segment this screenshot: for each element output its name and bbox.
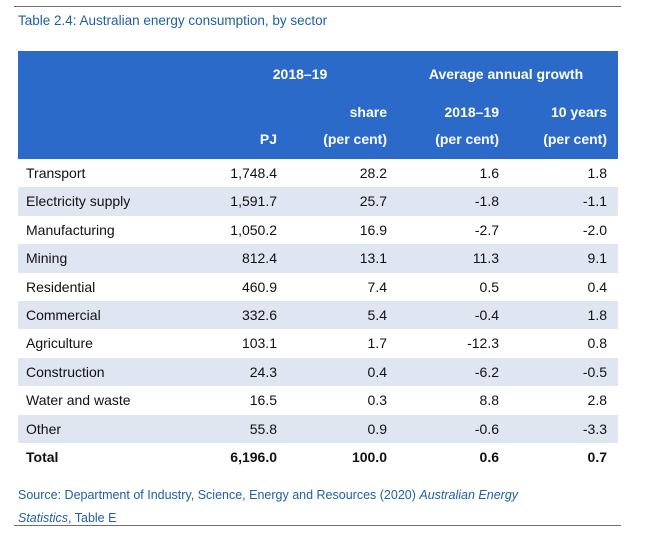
cell-g1: -1.8 [474, 193, 499, 210]
table-row: Manufacturing 1,050.2 16.9 -2.7 -2.0 [18, 216, 618, 244]
header-share: share [349, 104, 387, 120]
row-label: Manufacturing [26, 221, 115, 238]
header-growth-10-years: 10 years [550, 104, 607, 120]
cell-g10: 2.8 [587, 392, 607, 409]
row-label: Residential [26, 278, 96, 295]
row-label: Other [26, 420, 62, 437]
source-suffix: , Table E [68, 511, 117, 525]
cell-pj: 6,196.0 [230, 449, 277, 465]
cell-g1: -0.6 [474, 420, 499, 437]
cell-g10: 1.8 [587, 165, 607, 181]
table-row: Agriculture 103.1 1.7 -12.3 0.8 [18, 329, 618, 357]
row-label: Construction [26, 363, 105, 380]
cell-share: 1.7 [367, 335, 387, 352]
source-prefix: Source: Department of Industry, Science,… [18, 488, 420, 502]
cell-g1: 11.3 [472, 250, 499, 267]
table-row: Mining 812.4 13.1 11.3 9.1 [18, 244, 618, 273]
cell-g1: -6.2 [474, 363, 499, 380]
row-label: Total [26, 449, 59, 465]
source-title-part-2: Statistics [18, 511, 69, 525]
row-label: Agriculture [26, 335, 93, 352]
header-growth-2018-19: 2018–19 [444, 104, 499, 120]
table-caption: Table 2.4: Australian energy consumption… [18, 13, 328, 28]
table-row: Construction 24.3 0.4 -6.2 -0.5 [18, 357, 618, 387]
cell-pj: 812.4 [241, 250, 277, 267]
cell-pj: 24.3 [249, 363, 277, 380]
cell-g1: -2.7 [474, 221, 499, 238]
header-group-growth: Average annual growth [428, 66, 584, 82]
row-label: Electricity supply [26, 193, 131, 210]
source-title-part-1: Australian Energy [419, 488, 519, 502]
cell-pj: 16.5 [249, 392, 277, 409]
cell-g1: -12.3 [467, 335, 499, 352]
header-growth-2018-19-unit: (per cent) [435, 131, 499, 147]
cell-share: 28.2 [359, 165, 387, 181]
table-row: Commercial 332.6 5.4 -0.4 1.8 [18, 301, 618, 330]
table-row: Water and waste 16.5 0.3 8.8 2.8 [18, 386, 618, 414]
cell-g1: 1.6 [479, 165, 499, 181]
header-pj: PJ [259, 131, 277, 147]
table-row: Transport 1,748.4 28.2 1.6 1.8 [18, 159, 618, 187]
cell-g1: 0.5 [479, 278, 499, 295]
cell-share: 5.4 [367, 307, 387, 323]
table-row: Other 55.8 0.9 -0.6 -3.3 [18, 414, 618, 443]
cell-g1: -0.4 [474, 307, 499, 323]
top-rule [14, 6, 621, 7]
row-label: Mining [26, 250, 68, 267]
cell-g10: 0.8 [587, 335, 607, 352]
cell-pj: 1,050.2 [230, 221, 277, 238]
row-label: Transport [26, 165, 86, 181]
cell-pj: 460.9 [241, 278, 277, 295]
header-growth-10-years-unit: (per cent) [543, 131, 607, 147]
cell-pj: 332.6 [241, 307, 277, 323]
cell-share: 13.1 [359, 250, 387, 267]
row-label: Commercial [26, 307, 101, 323]
cell-pj: 103.1 [241, 335, 277, 352]
cell-g1: 8.8 [479, 392, 499, 409]
table-row: Residential 460.9 7.4 0.5 0.4 [18, 273, 618, 301]
total-row: Total 6,196.0 100.0 0.6 0.7 [18, 443, 618, 471]
source-note: Source: Department of Industry, Science,… [18, 484, 618, 530]
cell-g10: -0.5 [582, 363, 607, 380]
cell-g10: 9.1 [587, 250, 607, 267]
cell-share: 0.4 [367, 363, 387, 380]
cell-share: 7.4 [367, 278, 387, 295]
cell-g10: 0.4 [587, 278, 607, 295]
row-label: Water and waste [26, 392, 131, 409]
cell-share: 0.3 [367, 392, 387, 409]
bottom-rule [14, 525, 621, 526]
cell-pj: 1,591.7 [230, 193, 277, 210]
cell-g10: -1.1 [582, 193, 607, 210]
header-share-unit: (per cent) [323, 131, 387, 147]
cell-g10: -3.3 [582, 420, 607, 437]
cell-g10: 0.7 [587, 449, 607, 465]
cell-g10: -2.0 [582, 221, 607, 238]
table-row: Electricity supply 1,591.7 25.7 -1.8 -1.1 [18, 187, 618, 216]
header-group-2018-19: 2018–19 [272, 66, 328, 82]
cell-share: 16.9 [359, 221, 387, 238]
cell-g10: 1.8 [587, 307, 607, 323]
cell-pj: 1,748.4 [230, 165, 277, 181]
cell-pj: 55.8 [249, 420, 277, 437]
cell-share: 25.7 [359, 193, 387, 210]
cell-share: 100.0 [351, 449, 387, 465]
cell-g1: 0.6 [479, 449, 499, 465]
table-header: 2018–19 Average annual growth share 2018… [18, 51, 618, 159]
cell-share: 0.9 [367, 420, 387, 437]
